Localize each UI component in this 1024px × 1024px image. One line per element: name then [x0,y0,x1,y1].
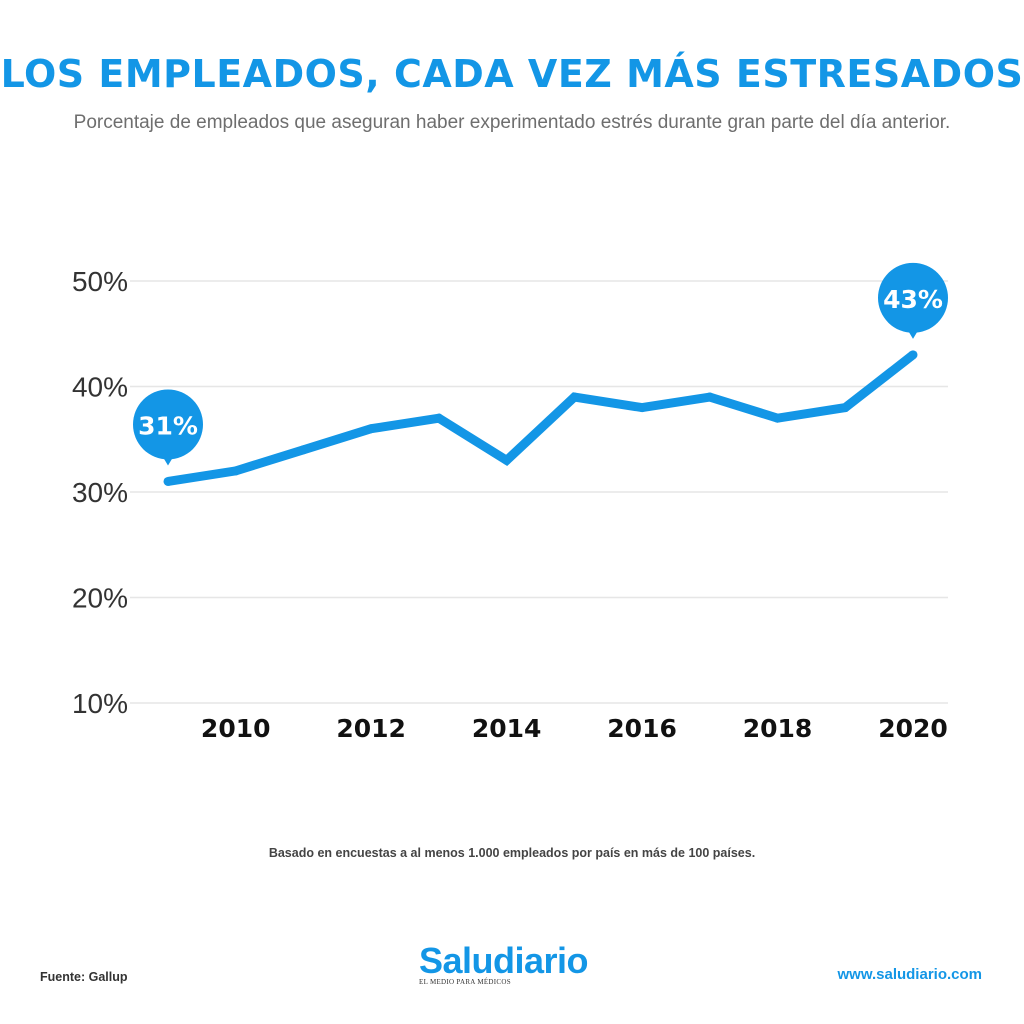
data-point-2020 [908,350,918,360]
data-label: 43% [883,285,943,314]
data-point-2011 [298,445,308,455]
y-axis-labels: 10% 20% 30% 40% 50% [72,266,128,719]
gridlines [130,280,948,704]
data-point-2017 [705,392,715,402]
x-axis-labels: 2010 2012 2014 2016 2018 2020 [201,714,948,743]
brand-logo: Saludiario EL MEDIO PARA MÉDICOS [419,940,619,987]
data-point-2019 [840,403,850,413]
website-link[interactable]: www.saludiario.com [837,966,982,983]
x-tick-label: 2014 [472,714,542,743]
chart-subtitle: Porcentaje de empleados que aseguran hab… [73,112,951,133]
callout-2009: 31% [133,389,203,466]
source-label: Fuente: Gallup [40,970,128,984]
callout-2020: 43% [878,262,948,339]
logo-name: Saludiario [419,940,589,981]
series-line [167,351,916,486]
data-label: 31% [138,411,198,440]
callouts: 31% 43% [133,262,948,466]
x-tick-label: 2018 [743,714,813,743]
y-tick-label: 30% [72,477,128,508]
data-point-2010 [231,466,241,476]
y-tick-label: 40% [72,372,128,403]
callout-bubble [878,262,948,333]
y-tick-label: 20% [72,583,128,614]
data-point-2018 [773,413,783,423]
y-tick-label: 10% [72,688,128,719]
data-point-2015 [569,392,579,402]
callout-bubble [133,389,203,460]
methodology-note: Basado en encuestas a al menos 1.000 emp… [268,846,756,860]
y-tick-label: 50% [72,266,128,297]
x-tick-label: 2012 [336,714,406,743]
data-point-2009 [163,476,173,486]
data-point-2013 [434,413,444,423]
data-point-2012 [366,424,376,434]
logo-tagline: EL MEDIO PARA MÉDICOS [419,978,511,986]
x-tick-label: 2020 [878,714,948,743]
x-tick-label: 2010 [201,714,271,743]
chart-title: LOS EMPLEADOS, CADA VEZ MÁS ESTRESADOS [0,52,1024,96]
series-layer [163,350,918,486]
x-tick-label: 2016 [607,714,677,743]
data-point-2014 [502,455,512,465]
data-point-2016 [637,403,647,413]
